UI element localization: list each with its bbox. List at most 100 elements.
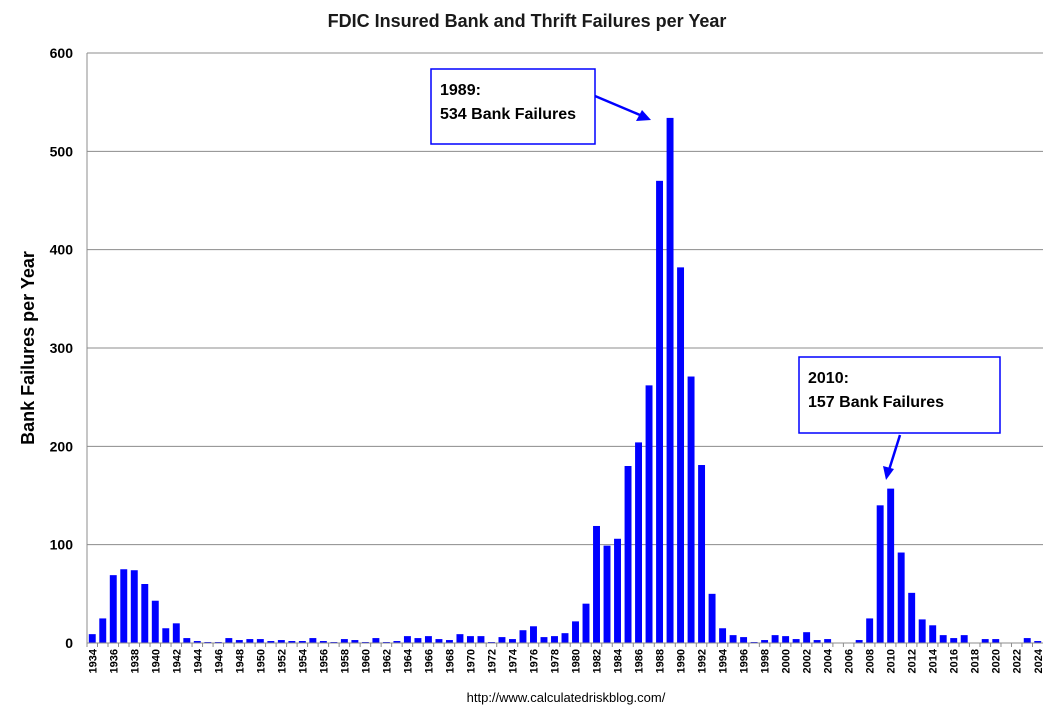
x-tick-label: 2012 [907,649,919,673]
bar-2023 [1023,638,1031,643]
x-tick-label: 2014 [928,648,940,673]
bar-1976 [530,626,537,643]
x-tick-label: 1992 [697,649,709,673]
callout-1989-line2: 534 Bank Failures [440,106,576,123]
bar-1992 [698,465,706,643]
x-tick-label: 1984 [613,648,625,673]
callout-1989: 1989: 534 Bank Failures [430,68,651,145]
gridlines [86,52,1043,644]
bar-2020 [992,639,1000,643]
x-tick-label: 1936 [108,649,120,673]
bar-1996 [740,637,748,643]
bar-1980 [572,621,579,643]
bar-1959 [351,640,359,643]
bar-1975 [519,630,527,643]
bar-2000 [782,636,790,643]
x-tick-label: 1988 [655,649,667,673]
bar-1991 [687,376,695,643]
bar-1961 [372,638,380,643]
bar-1936 [109,575,117,643]
x-tick-label: 2006 [844,649,856,673]
x-tick-label: 1958 [339,649,351,673]
bar-1967 [435,639,443,643]
callout-2010-box [798,356,1001,434]
bar-1994 [719,628,727,643]
bar-1943 [183,638,191,643]
x-tick-label: 2022 [1012,649,1024,673]
bar-2015 [939,635,947,643]
bar-1993 [708,593,716,643]
callout-2010-arrow [887,434,902,471]
x-tick-label: 1982 [592,649,604,673]
bar-1984 [614,538,621,643]
bar-1951 [267,641,275,643]
x-tick-label: 1972 [486,649,498,673]
bar-1995 [729,635,737,643]
bar-1935 [99,618,107,643]
bar-1970 [466,636,474,643]
bar-1955 [309,638,317,643]
x-tick-label: 2010 [886,649,898,673]
bar-1998 [761,640,769,643]
bar-2017 [960,635,968,643]
bar-2019 [981,639,989,643]
bar-1940 [151,600,159,643]
bar-2009 [876,505,884,643]
bar-1952 [277,640,285,643]
x-tick-label: 1942 [171,649,183,673]
x-tick-label: 1978 [549,649,561,673]
y-tick-label: 500 [50,143,74,159]
bar-1942 [172,623,180,643]
bar-1988 [656,180,664,643]
bar-1987 [645,385,653,643]
y-tick-label: 200 [50,438,74,454]
bar-1934 [88,634,96,643]
y-tick-label: 600 [50,45,74,61]
bar-1941 [162,628,170,643]
bar-2001 [792,639,800,643]
bars [88,117,1042,643]
x-tick-label: 1974 [507,648,519,673]
callout-1989-arrow [594,94,641,117]
x-tick-label: 1956 [318,649,330,673]
x-tick-label: 2004 [823,648,835,673]
bar-1999 [771,635,779,643]
x-tick-label: 1944 [192,648,204,673]
x-tick-label: 2002 [802,649,814,673]
bar-2003 [813,640,821,643]
bar-1965 [414,638,422,643]
bar-1937 [120,569,128,643]
x-tick-label: 2024 [1033,648,1045,673]
bar-2010 [887,488,895,643]
bar-2007 [855,640,863,643]
callout-1989-arrowhead [636,110,651,121]
bar-1964 [403,636,411,643]
y-axis-label: Bank Failures per Year [18,251,38,445]
bar-1981 [582,603,590,643]
bar-1939 [141,584,149,643]
x-tick-label: 2020 [991,649,1003,673]
bar-1954 [298,641,306,643]
bar-1949 [246,639,254,643]
bar-1953 [288,641,296,643]
x-tick-label: 1952 [276,649,288,673]
x-tick-label: 1946 [213,649,225,673]
x-tick-label: 1948 [234,649,246,673]
y-tick-label: 100 [50,537,74,553]
bar-1963 [393,641,401,643]
callout-1989-box [430,68,596,145]
x-tick-label: 1994 [718,648,730,673]
bar-1986 [635,442,642,643]
x-tick-label: 1964 [402,648,414,673]
x-tick-label: 2016 [949,649,961,673]
x-tick-label: 1980 [571,649,583,673]
x-tick-label: 1996 [739,649,751,673]
callout-2010-line1: 2010: [808,370,849,387]
x-tick-label: 1950 [255,649,267,673]
x-tick-label: 1966 [423,649,435,673]
bar-2004 [824,639,832,643]
bar-1990 [677,267,685,643]
x-tick-label: 1940 [150,649,162,673]
callout-2010: 2010: 157 Bank Failures [798,356,1001,480]
x-tick-label: 1976 [528,649,540,673]
